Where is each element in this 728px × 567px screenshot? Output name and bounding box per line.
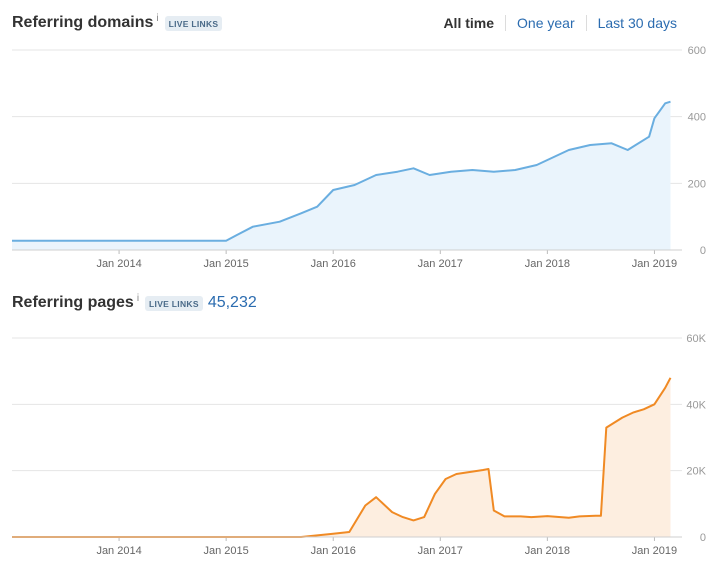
referring-domains-section: Referring domains i LIVE LINKS All time … xyxy=(12,12,706,270)
referring-pages-chart: 60K 40K 20K 0 Jan 2014 Jan 2015 Jan 2016 Jan 20… xyxy=(12,333,707,557)
x-tick-label: Jan 2014 xyxy=(96,258,141,270)
series-line xyxy=(12,377,672,538)
referring-domains-header: Referring domains i LIVE LINKS xyxy=(12,12,223,32)
x-tick-label: Jan 2017 xyxy=(418,545,463,557)
x-tick-label: Jan 2014 xyxy=(96,545,141,557)
y-tick-label: 0 xyxy=(700,245,706,257)
x-tick-label: Jan 2019 xyxy=(632,545,677,557)
y-tick-label: 400 xyxy=(688,112,706,124)
range-one-year-button[interactable]: One year xyxy=(517,15,575,31)
referring-pages-title: Referring pages xyxy=(12,294,134,311)
info-icon[interactable]: i xyxy=(136,292,140,304)
y-tick-label: 20K xyxy=(686,466,706,478)
x-tick-label: Jan 2016 xyxy=(311,258,356,270)
x-tick-label: Jan 2016 xyxy=(311,545,356,557)
referring-pages-count: 45,232 xyxy=(207,294,257,311)
range-last-30-days-button[interactable]: Last 30 days xyxy=(597,15,677,31)
range-divider xyxy=(585,15,587,31)
info-icon[interactable]: i xyxy=(156,12,159,24)
range-all-time-button[interactable]: All time xyxy=(443,15,495,31)
y-tick-label: 40K xyxy=(686,399,706,411)
referring-domains-chart: 600 400 200 0 Jan 2014 Jan 2015 Jan 2016 Jan 20… xyxy=(12,45,706,270)
series-area xyxy=(12,377,671,537)
time-range-selector: All time One year Last 30 days xyxy=(443,15,688,31)
x-tick-label: Jan 2015 xyxy=(204,545,249,557)
x-tick-label: Jan 2015 xyxy=(204,258,249,270)
range-divider xyxy=(505,15,507,31)
x-tick-label: Jan 2019 xyxy=(632,258,677,270)
y-tick-label: 60K xyxy=(686,333,706,345)
live-links-badge: LIVE LINKS xyxy=(164,15,223,31)
referring-domains-title: Referring domains xyxy=(12,14,154,31)
y-tick-label: 600 xyxy=(688,45,706,57)
x-tick-label: Jan 2018 xyxy=(525,258,570,270)
referring-pages-section: Referring pages i LIVE LINKS 45,232 60K 4… xyxy=(0,285,728,567)
referring-pages-header: Referring pages i LIVE LINKS 45,232 xyxy=(12,292,257,312)
x-tick-label: Jan 2017 xyxy=(418,258,463,270)
live-links-badge: LIVE LINKS xyxy=(145,295,203,311)
y-tick-label: 0 xyxy=(700,532,706,544)
series-area xyxy=(12,101,671,250)
series-line xyxy=(12,100,671,242)
x-tick-label: Jan 2018 xyxy=(525,545,570,557)
y-tick-label: 200 xyxy=(688,178,706,190)
